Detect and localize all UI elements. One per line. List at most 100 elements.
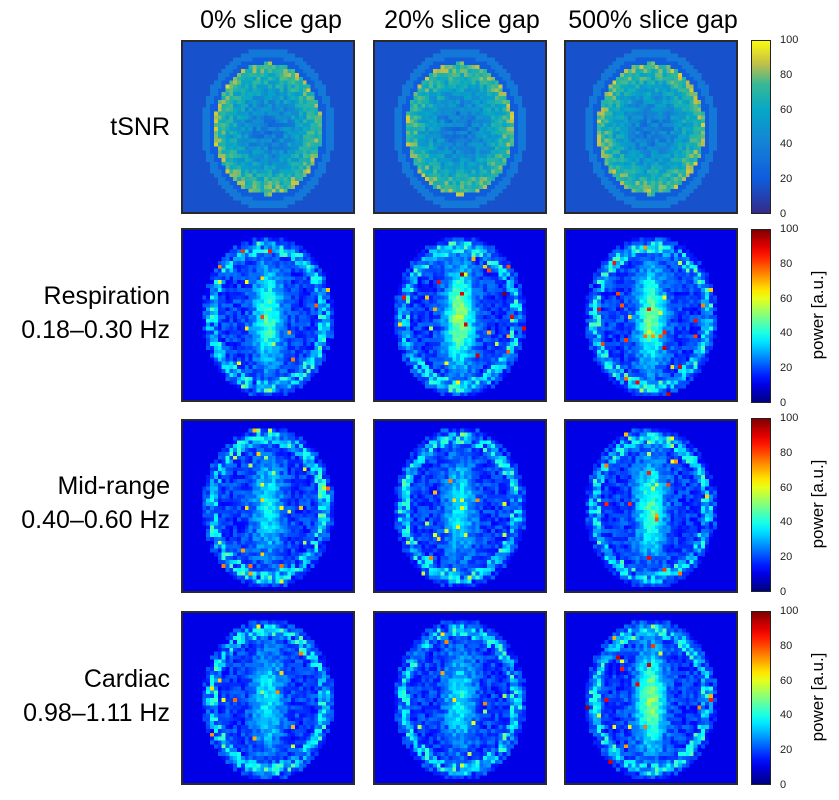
heatmap-cell	[417, 260, 422, 265]
heatmap-cell	[666, 72, 671, 77]
heatmap-cell	[643, 169, 648, 174]
heatmap-cell	[295, 311, 299, 316]
heatmap-cell	[681, 115, 686, 120]
heatmap-cell	[229, 376, 234, 381]
heatmap-cell	[283, 372, 288, 377]
heatmap-cell	[291, 257, 296, 261]
heatmap-cell	[654, 53, 659, 58]
heatmap-cell	[627, 80, 632, 85]
heatmap-cell	[589, 130, 594, 135]
heatmap-cell	[237, 334, 242, 339]
heatmap-cell	[697, 76, 702, 81]
heatmap-cell	[275, 49, 280, 54]
heatmap-cell	[217, 284, 222, 289]
heatmap-cell	[279, 303, 284, 308]
heatmap-cell	[678, 150, 682, 155]
heatmap-cell	[436, 161, 441, 166]
heatmap-cell	[463, 53, 468, 58]
heatmap-cell	[256, 107, 261, 112]
heatmap-cell	[585, 111, 590, 116]
heatmap-cell	[306, 326, 311, 331]
heatmap-cell	[314, 115, 319, 120]
heatmap-cell	[678, 161, 682, 166]
heatmap-cell	[306, 307, 311, 312]
heatmap-cell	[233, 284, 238, 289]
heatmap-cell	[514, 284, 519, 289]
heatmap-cell	[425, 307, 430, 312]
heatmap-cell	[502, 303, 507, 308]
heatmap-cell	[483, 88, 488, 93]
heatmap-cell	[413, 127, 418, 131]
heatmap-cell	[287, 134, 292, 139]
heatmap-cell	[271, 196, 276, 201]
heatmap-cell	[310, 315, 315, 319]
heatmap-cell	[631, 146, 636, 151]
heatmap-cell	[666, 57, 671, 62]
heatmap-cell	[440, 184, 445, 189]
heatmap-cell	[498, 165, 503, 170]
heatmap-cell	[405, 268, 410, 273]
heatmap-cell	[248, 245, 253, 250]
heatmap-cell	[467, 84, 472, 89]
heatmap-cell	[444, 192, 449, 197]
heatmap-cell	[240, 99, 245, 104]
heatmap-cell	[514, 138, 519, 143]
heatmap-cell	[206, 299, 211, 304]
heatmap-cell	[635, 107, 640, 112]
heatmap-cell	[244, 96, 249, 101]
heatmap-cell	[306, 260, 311, 265]
heatmap-cell	[302, 80, 307, 85]
heatmap-cell	[217, 88, 222, 93]
heatmap-cell	[620, 127, 625, 131]
heatmap-cell	[291, 253, 296, 258]
heatmap-cell	[678, 130, 682, 135]
heatmap-cell	[639, 119, 644, 124]
heatmap-cell	[233, 365, 238, 370]
heatmap-cell	[213, 361, 218, 366]
heatmap-cell	[487, 260, 491, 265]
heatmap-cell	[635, 130, 640, 135]
heatmap-cell	[514, 272, 519, 277]
heatmap-cell	[271, 284, 276, 289]
heatmap-cell	[256, 311, 261, 316]
heatmap-cell	[271, 192, 276, 197]
heatmap-cell	[271, 291, 276, 296]
heatmap-cell	[647, 123, 652, 128]
heatmap-cell	[417, 127, 422, 131]
heatmap-cell	[440, 181, 445, 186]
heatmap-cell	[295, 365, 299, 370]
heatmap-cell	[475, 284, 480, 289]
heatmap-cell	[210, 295, 214, 300]
heatmap-cell	[479, 154, 484, 158]
heatmap-cell	[233, 307, 238, 312]
heatmap-cell	[233, 287, 238, 292]
heatmap-cell	[217, 361, 222, 366]
heatmap-cell	[210, 92, 214, 97]
heatmap-cell	[440, 130, 445, 135]
heatmap-cell	[279, 115, 284, 120]
heatmap-cell	[475, 204, 480, 209]
heatmap-cell	[213, 287, 218, 292]
heatmap-cell	[295, 154, 299, 158]
heatmap-cell	[302, 192, 307, 197]
heatmap-cell	[287, 88, 292, 93]
heatmap-cell	[225, 326, 230, 331]
heatmap-cell	[210, 138, 214, 143]
heatmap-cell	[268, 311, 272, 316]
heatmap-cell	[244, 80, 249, 85]
heatmap-cell	[506, 181, 511, 186]
heatmap-cell	[487, 127, 491, 131]
heatmap-cell	[452, 245, 457, 250]
heatmap-cell	[314, 72, 319, 77]
heatmap-cell	[631, 150, 636, 155]
heatmap-cell	[283, 61, 288, 66]
heatmap-cell	[471, 257, 476, 261]
heatmap-cell	[252, 307, 257, 312]
heatmap-cell	[705, 84, 710, 89]
heatmap-cell	[448, 295, 453, 300]
heatmap-cell	[298, 369, 303, 374]
heatmap-cell	[685, 150, 690, 155]
heatmap-cell	[463, 88, 468, 93]
heatmap-cell	[221, 161, 226, 166]
heatmap-cell	[291, 369, 296, 374]
